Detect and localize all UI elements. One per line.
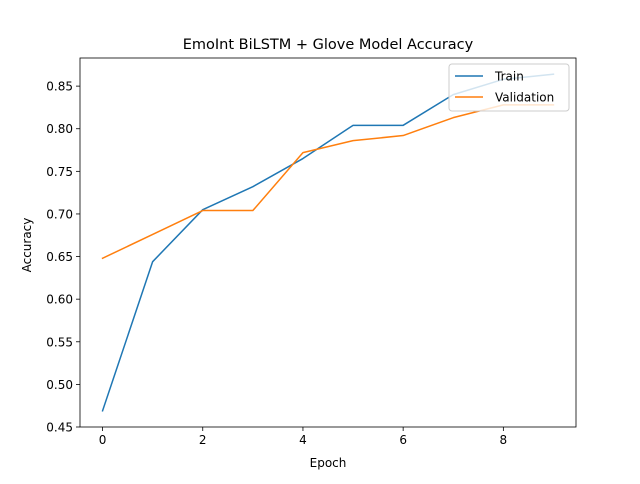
x-axis-ticks: 0 2 4 6 8 xyxy=(99,427,507,447)
y-tick-label: 0.75 xyxy=(46,165,73,179)
y-tick-label: 0.65 xyxy=(46,250,73,264)
x-tick-label: 2 xyxy=(199,433,207,447)
plot-area-frame xyxy=(79,57,577,428)
y-axis-ticks: 0.45 0.50 0.55 0.60 0.65 0.70 0.75 0.80 0.85 xyxy=(46,80,80,435)
y-tick-label: 0.45 xyxy=(46,421,73,435)
y-axis-label: Accuracy xyxy=(20,218,34,273)
legend-label-validation: Validation xyxy=(495,91,554,105)
y-tick-label: 0.55 xyxy=(46,335,73,349)
x-tick-label: 6 xyxy=(399,433,407,447)
y-tick-label: 0.60 xyxy=(46,293,73,307)
legend-label-train: Train xyxy=(494,70,524,84)
x-axis-label: Epoch xyxy=(310,456,347,470)
chart-title: EmoInt BiLSTM + Glove Model Accuracy xyxy=(183,37,474,53)
y-tick-label: 0.80 xyxy=(46,122,73,136)
y-tick-label: 0.85 xyxy=(46,80,73,94)
x-tick-label: 8 xyxy=(500,433,508,447)
y-tick-label: 0.50 xyxy=(46,378,73,392)
x-tick-label: 0 xyxy=(99,433,107,447)
x-tick-label: 4 xyxy=(299,433,307,447)
y-tick-label: 0.70 xyxy=(46,207,73,221)
legend: Train Validation xyxy=(448,63,570,112)
